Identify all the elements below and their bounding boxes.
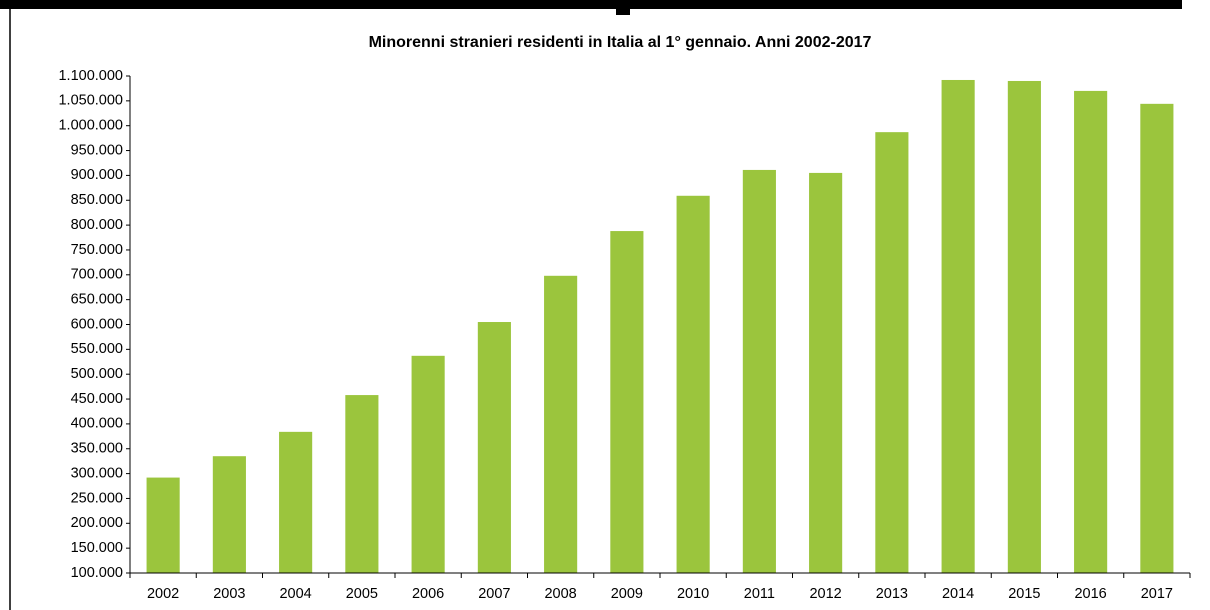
x-tick-label: 2004 bbox=[279, 586, 311, 602]
bar bbox=[279, 431, 313, 573]
bar bbox=[875, 132, 909, 573]
x-tick-label: 2006 bbox=[412, 586, 444, 602]
bar bbox=[345, 395, 379, 573]
y-tick-label: 700.000 bbox=[71, 267, 123, 283]
x-tick-label: 2003 bbox=[213, 586, 245, 602]
x-tick-label: 2009 bbox=[611, 586, 643, 602]
x-tick-label: 2015 bbox=[1008, 586, 1040, 602]
y-tick-label: 1.050.000 bbox=[58, 93, 123, 109]
y-tick-label: 350.000 bbox=[71, 441, 123, 457]
y-tick-label: 500.000 bbox=[71, 366, 123, 382]
y-tick-label: 1.100.000 bbox=[58, 68, 123, 84]
bar bbox=[1007, 80, 1041, 573]
x-tick-label: 2013 bbox=[876, 586, 908, 602]
y-tick-label: 600.000 bbox=[71, 316, 123, 332]
bar bbox=[941, 79, 975, 573]
x-tick-label: 2008 bbox=[544, 586, 576, 602]
y-tick-label: 200.000 bbox=[71, 515, 123, 531]
bar bbox=[1140, 103, 1174, 573]
y-tick-label: 450.000 bbox=[71, 391, 123, 407]
bar bbox=[544, 275, 578, 573]
x-tick-label: 2014 bbox=[942, 586, 974, 602]
bar bbox=[212, 456, 246, 573]
y-tick-label: 1.000.000 bbox=[58, 118, 123, 134]
x-tick-label: 2010 bbox=[677, 586, 709, 602]
y-tick-label: 850.000 bbox=[71, 192, 123, 208]
y-tick-label: 900.000 bbox=[71, 167, 123, 183]
y-tick-label: 750.000 bbox=[71, 242, 123, 258]
chart-title: Minorenni stranieri residenti in Italia … bbox=[369, 34, 872, 51]
y-tick-label: 950.000 bbox=[71, 142, 123, 158]
bar bbox=[411, 355, 445, 573]
x-tick-label: 2007 bbox=[478, 586, 510, 602]
y-tick-label: 550.000 bbox=[71, 341, 123, 357]
x-tick-label: 2012 bbox=[809, 586, 841, 602]
y-tick-label: 650.000 bbox=[71, 291, 123, 307]
x-tick-label: 2011 bbox=[744, 586, 775, 602]
y-tick-label: 400.000 bbox=[71, 416, 123, 432]
bar bbox=[676, 195, 710, 574]
x-tick-label: 2002 bbox=[147, 586, 179, 602]
x-tick-label: 2005 bbox=[346, 586, 378, 602]
y-tick-label: 150.000 bbox=[71, 540, 123, 556]
bar bbox=[1074, 90, 1108, 573]
y-tick-label: 300.000 bbox=[71, 465, 123, 481]
top-mark bbox=[616, 6, 630, 15]
bar bbox=[809, 172, 843, 574]
bar bbox=[146, 477, 180, 573]
y-tick-label: 100.000 bbox=[71, 565, 123, 581]
y-tick-label: 800.000 bbox=[71, 217, 123, 233]
x-tick-label: 2016 bbox=[1074, 586, 1106, 602]
bar bbox=[610, 231, 644, 573]
top-rule bbox=[0, 0, 1182, 9]
bar bbox=[742, 169, 776, 574]
x-tick-label: 2017 bbox=[1141, 586, 1173, 602]
bar bbox=[477, 322, 511, 573]
y-tick-label: 250.000 bbox=[71, 490, 123, 506]
